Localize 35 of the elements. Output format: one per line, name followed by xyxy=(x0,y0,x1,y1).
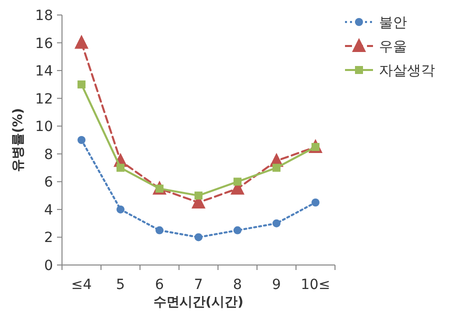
point xyxy=(312,198,320,206)
point xyxy=(234,226,242,234)
x-tick-label: 6 xyxy=(155,277,164,293)
point xyxy=(272,219,280,228)
x-tick-label: 8 xyxy=(233,277,242,293)
y-tick-label: 2 xyxy=(44,230,53,246)
y-tick-label: 0 xyxy=(44,258,53,274)
y-tick-label: 6 xyxy=(44,174,54,191)
x-tick-label: 10≤ xyxy=(300,277,330,293)
y-tick-label: 10 xyxy=(35,119,53,136)
point xyxy=(116,164,124,172)
legend-label: 자살생각 xyxy=(379,63,435,79)
y-tick-label: 8 xyxy=(44,146,53,163)
x-tick-label: ≤4 xyxy=(71,277,92,293)
y-tick-label: 16 xyxy=(35,36,54,52)
point xyxy=(234,178,242,186)
x-tick-label: 9 xyxy=(272,277,281,293)
legend-label: 우울 xyxy=(379,39,407,55)
point xyxy=(74,34,88,49)
x-tick-label: 7 xyxy=(194,277,203,293)
point xyxy=(156,226,164,234)
y-tick-label: 18 xyxy=(35,8,53,24)
legend-label: 불안 xyxy=(379,15,407,31)
x-axis-title: 수면시간(시간) xyxy=(154,295,244,310)
y-axis-title: 유병률(%) xyxy=(11,108,26,172)
point xyxy=(194,233,202,242)
x-tick-label: 5 xyxy=(116,277,125,293)
y-tick-label: 14 xyxy=(35,64,54,80)
point xyxy=(116,205,124,214)
point xyxy=(78,80,86,88)
point xyxy=(78,136,86,144)
point xyxy=(272,164,280,172)
point xyxy=(194,192,202,200)
y-tick-label: 4 xyxy=(44,202,54,218)
y-tick-label: 12 xyxy=(35,91,53,108)
